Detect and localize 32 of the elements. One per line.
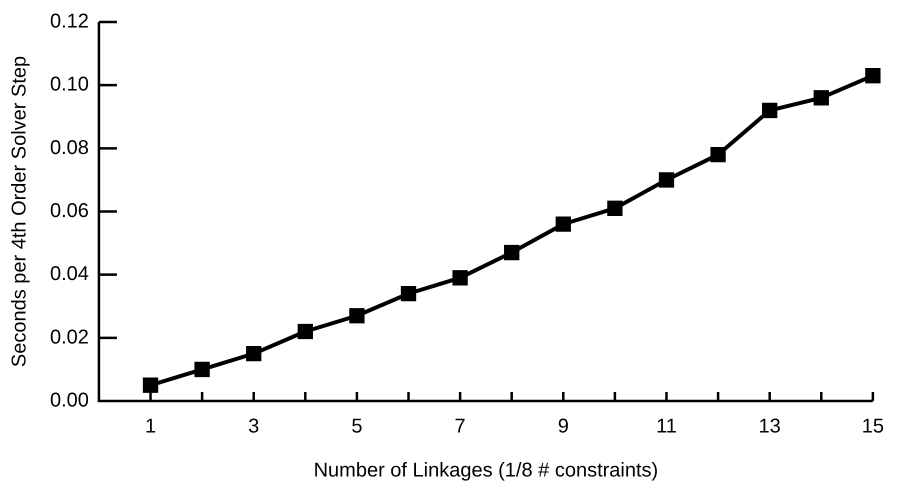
x-tick-label: 15 — [862, 416, 884, 438]
x-axis-title: Number of Linkages (1/8 # constraints) — [314, 460, 658, 482]
point — [246, 346, 262, 362]
x-tick-label: 13 — [758, 416, 781, 438]
point — [504, 244, 520, 260]
point — [298, 324, 313, 340]
x-tick-label: 1 — [144, 416, 156, 438]
point — [194, 362, 210, 378]
y-tick-label: 0.02 — [50, 326, 89, 348]
y-tick-label: 0.06 — [50, 200, 89, 222]
x-tick-label: 5 — [351, 416, 362, 438]
x-tick-label: 3 — [248, 416, 260, 438]
point — [349, 308, 365, 324]
x-tick-label: 9 — [558, 416, 569, 438]
y-tick-label: 0.00 — [50, 390, 89, 412]
point — [607, 200, 623, 216]
y-tick-label: 0.10 — [50, 74, 89, 96]
x-tick-label: 11 — [656, 416, 677, 438]
point — [452, 270, 468, 286]
point — [710, 146, 726, 162]
x-tick-label: 7 — [454, 416, 466, 438]
y-tick-label: 0.04 — [50, 263, 89, 286]
y-tick-label: 0.12 — [50, 10, 89, 33]
y-axis-title: Seconds per 4th Order Solver Step — [8, 56, 31, 368]
point — [658, 172, 674, 188]
point — [400, 286, 416, 302]
point — [556, 216, 571, 232]
y-tick-label: 0.08 — [50, 136, 89, 159]
point — [142, 378, 158, 393]
point — [865, 68, 881, 84]
point — [814, 90, 829, 106]
point — [762, 102, 778, 118]
